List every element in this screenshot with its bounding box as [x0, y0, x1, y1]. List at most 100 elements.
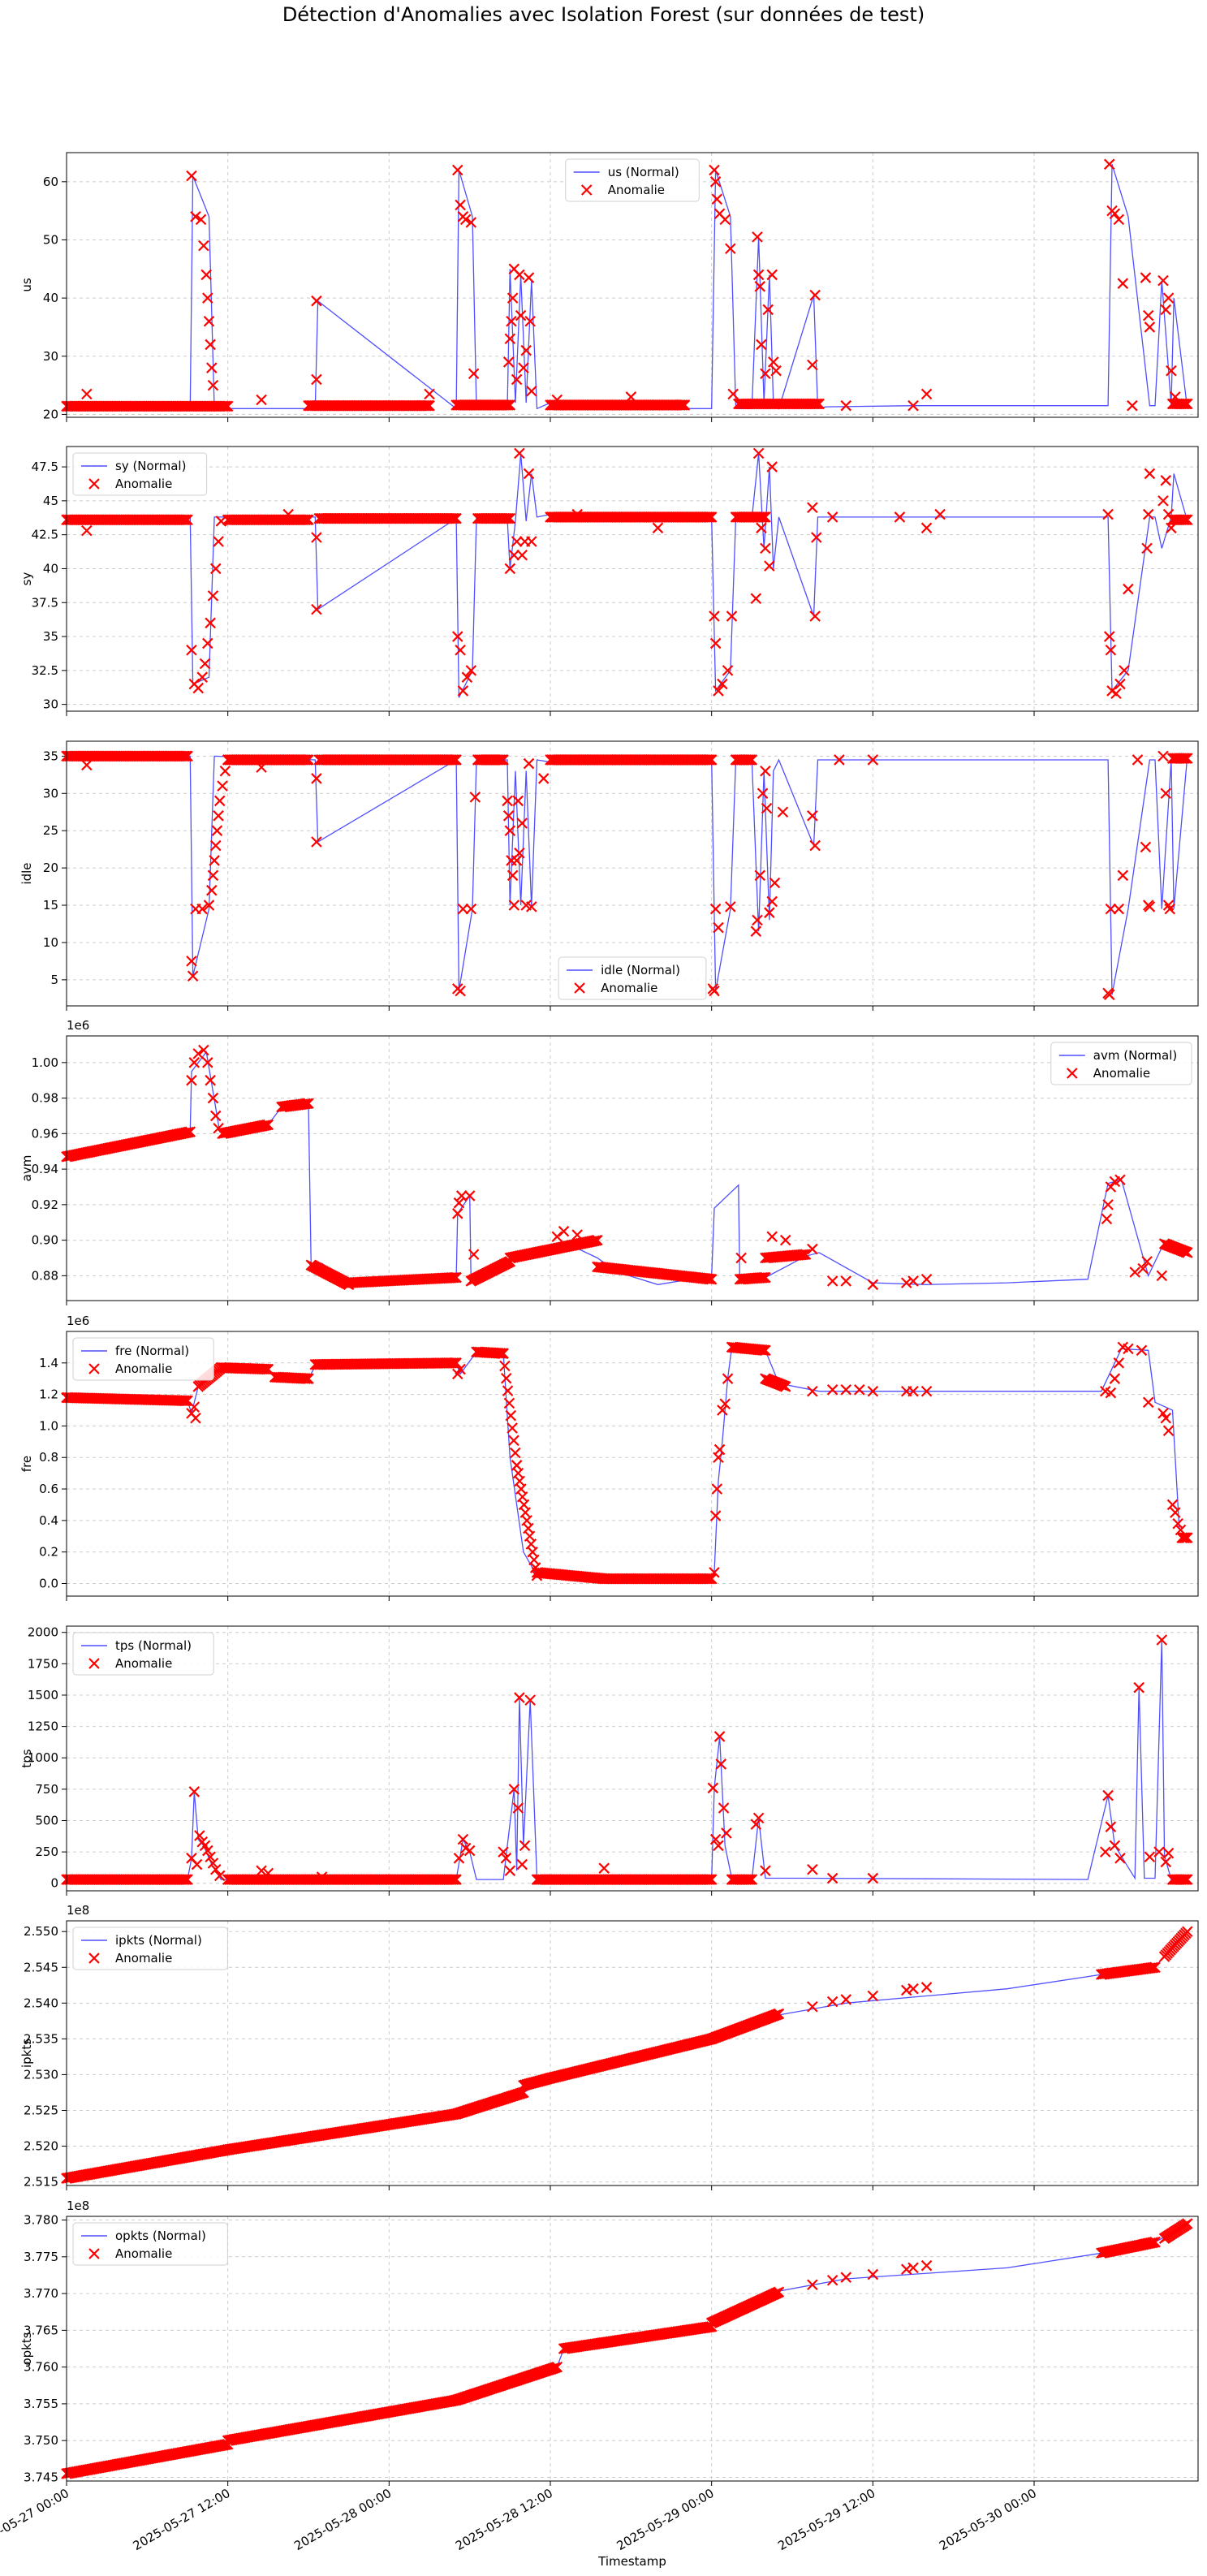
anomaly-point: [764, 560, 775, 572]
anomaly-point: [701, 511, 713, 523]
anomaly-point: [298, 754, 310, 766]
anomaly-point: [457, 1833, 469, 1845]
anomaly-point: [209, 563, 222, 575]
x-tick-label: 2025-05-28 00:00: [291, 2486, 394, 2553]
anomaly-point: [1109, 1373, 1121, 1384]
anomaly-point: [705, 511, 716, 523]
anomaly-point: [1166, 1499, 1179, 1511]
anomaly-point: [215, 516, 227, 527]
anomaly-point: [779, 1381, 791, 1392]
anomaly-point: [558, 1225, 570, 1237]
anomaly-point: [502, 810, 515, 822]
anomaly-point: [1162, 1425, 1175, 1437]
anomaly-point: [709, 1567, 720, 1578]
anomaly-point: [510, 1447, 521, 1459]
anomaly-point: [188, 1057, 200, 1068]
y-tick-label: 10: [43, 935, 58, 950]
anomaly-point: [826, 1872, 838, 1884]
anomaly-point: [300, 1373, 312, 1384]
anomaly-point: [1181, 514, 1193, 526]
anomaly-point: [1180, 1532, 1192, 1543]
anomaly-point: [1105, 903, 1117, 915]
legend-label-normal: tps (Normal): [115, 1638, 192, 1653]
y-tick-label: 15: [43, 898, 58, 913]
anomaly-point: [810, 398, 822, 410]
anomaly-point: [1160, 1412, 1172, 1424]
anomaly-point: [186, 956, 197, 967]
anomaly-point: [196, 903, 208, 915]
subplot-fre: 0.0 0.2 0.4 0.6 0.8 1.0 1.2 1.4 fre 1e6 fre (Norma…: [19, 1314, 1199, 1601]
anomaly-point: [826, 2275, 838, 2286]
anomaly-point: [524, 316, 536, 327]
anomaly-point: [1102, 1789, 1114, 1801]
anomaly-point: [1157, 750, 1169, 762]
anomaly-point: [515, 309, 527, 321]
anomaly-point: [725, 243, 736, 254]
y-tick-label: 47.5: [32, 460, 58, 474]
x-tick-label: 2025-05-30 00:00: [937, 2486, 1039, 2553]
anomaly-point: [205, 617, 216, 629]
anomaly-point: [551, 2361, 563, 2373]
y-axis-label: sy: [19, 572, 34, 586]
anomaly-point: [703, 511, 714, 523]
anomaly-point: [190, 1412, 201, 1424]
anomaly-point: [202, 637, 213, 649]
anomaly-point: [809, 611, 821, 622]
anomaly-point: [1149, 1961, 1161, 1974]
anomaly-point: [526, 536, 537, 547]
anomaly-point: [504, 825, 516, 836]
y-tick-label: 3.750: [24, 2433, 58, 2448]
x-tick-label: 2025-05-27 00:00: [0, 2486, 71, 2553]
anomaly-point: [709, 176, 722, 188]
subplot-tps: 0 250 500 750 1000 1250 1500 1750 2000 tps tps (No…: [19, 1625, 1199, 1896]
x-tick-label: 2025-05-28 12:00: [453, 2486, 555, 2553]
anomaly-point: [717, 678, 728, 690]
series-line-us: [67, 164, 1188, 410]
anomaly-point: [1179, 753, 1190, 764]
anomaly-point: [717, 1405, 728, 1416]
anomaly-point: [718, 1802, 730, 1814]
anomaly-point: [523, 468, 535, 480]
y-tick-label: 3.770: [24, 2286, 58, 2301]
anomaly-point: [205, 339, 216, 351]
anomaly-point: [705, 1874, 716, 1885]
anomaly-point: [719, 214, 731, 226]
anomaly-point: [526, 901, 537, 913]
y-tick-label: 37.5: [32, 595, 58, 610]
anomaly-point: [1181, 2218, 1193, 2229]
anomaly-point: [762, 304, 774, 316]
anomaly-point: [508, 900, 520, 911]
anomaly-point: [177, 1395, 189, 1407]
anomaly-point: [505, 1409, 517, 1422]
anomaly-point: [182, 514, 193, 526]
anomaly-point: [1105, 1181, 1117, 1193]
anomaly-point: [752, 231, 763, 243]
anomaly-point: [1101, 1213, 1113, 1225]
anomaly-point: [196, 671, 208, 683]
anomaly-point: [1180, 753, 1192, 764]
anomaly-point: [303, 1373, 314, 1384]
anomaly-point: [826, 1384, 838, 1396]
anomaly-point: [499, 1360, 511, 1372]
anomaly-point: [450, 754, 462, 766]
anomaly-point: [190, 211, 201, 222]
anomaly-point: [746, 754, 758, 766]
y-tick-label: 20: [43, 407, 58, 421]
anomaly-point: [424, 388, 435, 400]
anomaly-point: [840, 1994, 852, 2005]
anomaly-point: [520, 344, 532, 356]
anomaly-point: [468, 1249, 480, 1260]
anomaly-point: [1102, 508, 1114, 520]
anomaly-point: [511, 855, 523, 866]
anomaly-point: [504, 563, 516, 575]
anomaly-point: [809, 839, 821, 852]
anomaly-point: [494, 754, 507, 766]
anomaly-point: [316, 1871, 328, 1883]
y-tick-label: 3.760: [24, 2360, 58, 2375]
y-axis-label: opkts: [19, 2332, 34, 2365]
anomaly-point: [826, 511, 838, 523]
anomaly-point: [840, 1384, 852, 1396]
anomaly-point: [722, 665, 734, 676]
anomaly-point: [711, 1483, 723, 1495]
